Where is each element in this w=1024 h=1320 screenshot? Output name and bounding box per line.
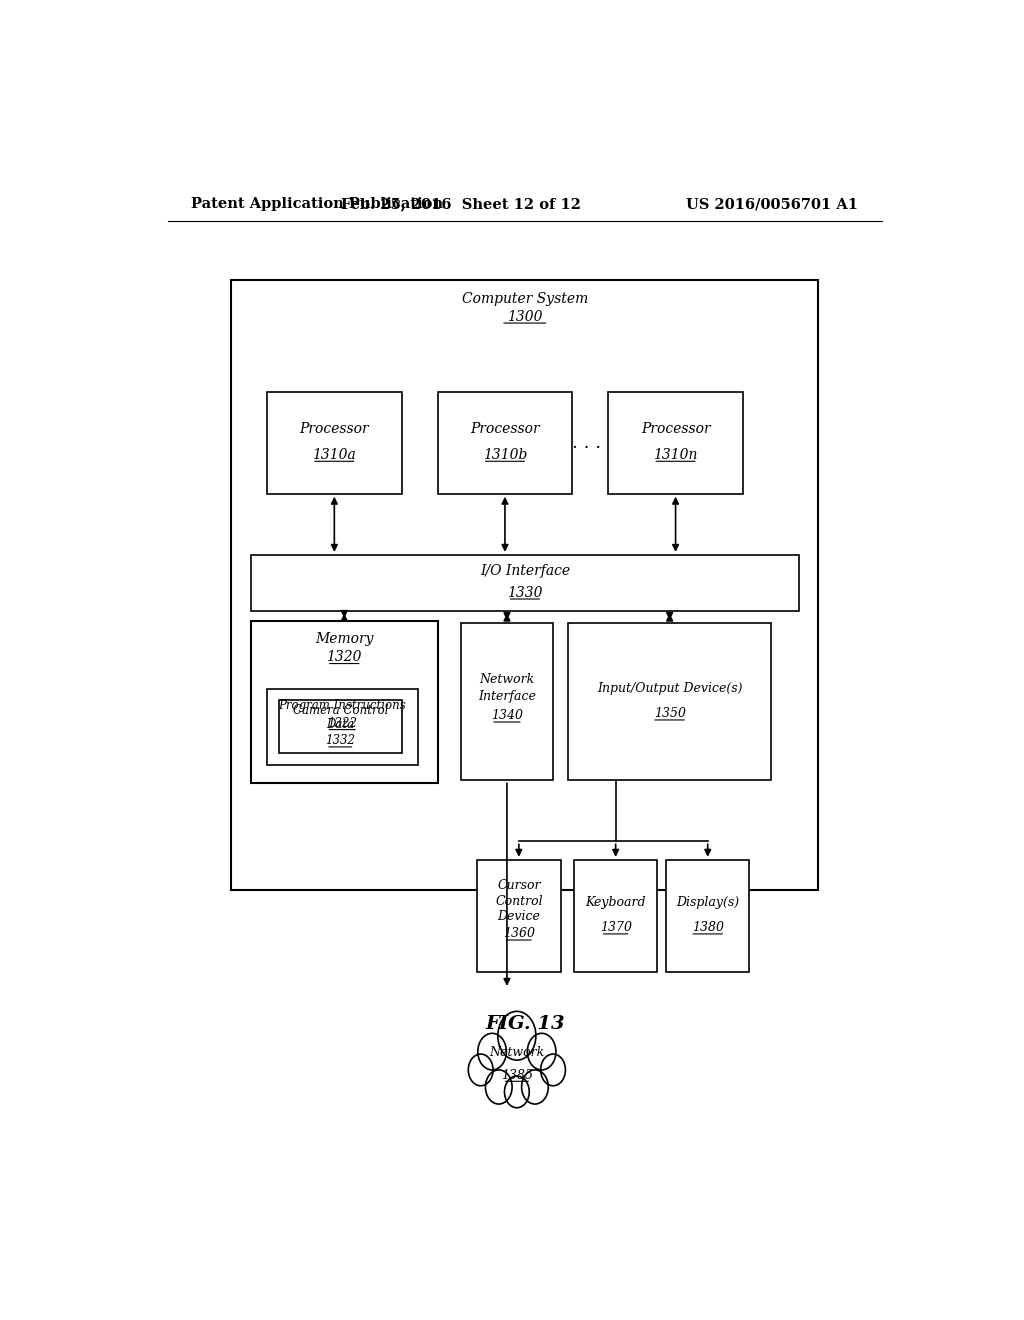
Bar — [267, 689, 418, 766]
Bar — [267, 392, 401, 494]
Circle shape — [468, 1055, 494, 1086]
Text: Memory: Memory — [315, 632, 374, 647]
Bar — [666, 859, 750, 972]
Bar — [477, 859, 560, 972]
Text: Data: Data — [327, 718, 354, 731]
Bar — [279, 700, 401, 752]
Text: Network: Network — [479, 673, 535, 686]
Text: Feb. 25, 2016  Sheet 12 of 12: Feb. 25, 2016 Sheet 12 of 12 — [341, 197, 582, 211]
Text: Processor: Processor — [300, 422, 369, 436]
Text: Control: Control — [495, 895, 543, 908]
Text: 1320: 1320 — [327, 651, 362, 664]
Text: 1310a: 1310a — [312, 449, 356, 462]
Bar — [437, 392, 572, 494]
Bar — [568, 623, 771, 780]
Text: 1350: 1350 — [653, 708, 686, 721]
Bar — [574, 859, 657, 972]
Text: Keyboard: Keyboard — [586, 896, 646, 909]
Circle shape — [498, 1011, 536, 1060]
Text: 1360: 1360 — [503, 928, 535, 940]
Text: Processor: Processor — [641, 422, 711, 436]
Bar — [231, 280, 818, 890]
Text: Camera Control: Camera Control — [293, 704, 388, 717]
Text: Computer System: Computer System — [462, 292, 588, 306]
Text: 1300: 1300 — [507, 310, 543, 323]
Text: 1310b: 1310b — [482, 449, 527, 462]
Text: . . .: . . . — [572, 434, 601, 451]
Circle shape — [505, 1076, 529, 1107]
Bar — [251, 620, 437, 784]
Circle shape — [527, 1034, 556, 1071]
Circle shape — [478, 1034, 507, 1071]
Text: 1310n: 1310n — [653, 449, 697, 462]
Text: 1385: 1385 — [501, 1069, 532, 1081]
Circle shape — [521, 1071, 548, 1104]
Bar — [251, 554, 799, 611]
Text: 1332: 1332 — [326, 734, 355, 747]
Text: Cursor: Cursor — [497, 879, 541, 891]
Bar — [608, 392, 743, 494]
Bar — [461, 623, 553, 780]
Text: Display(s): Display(s) — [676, 896, 739, 909]
Text: FIG. 13: FIG. 13 — [485, 1015, 564, 1034]
Text: I/O Interface: I/O Interface — [479, 564, 570, 578]
Text: Network: Network — [489, 1047, 545, 1060]
Text: Device: Device — [498, 909, 541, 923]
Text: Program Instructions: Program Instructions — [279, 698, 407, 711]
Text: Input/Output Device(s): Input/Output Device(s) — [597, 682, 742, 694]
Text: 1340: 1340 — [490, 709, 523, 722]
Circle shape — [541, 1055, 565, 1086]
Text: 1370: 1370 — [600, 921, 632, 935]
Text: 1322: 1322 — [328, 717, 357, 730]
Circle shape — [485, 1071, 512, 1104]
Text: 1380: 1380 — [692, 921, 724, 935]
Text: Processor: Processor — [470, 422, 540, 436]
Text: 1330: 1330 — [507, 586, 543, 599]
Text: Patent Application Publication: Patent Application Publication — [191, 197, 443, 211]
Text: Interface: Interface — [478, 690, 536, 704]
Text: US 2016/0056701 A1: US 2016/0056701 A1 — [686, 197, 858, 211]
